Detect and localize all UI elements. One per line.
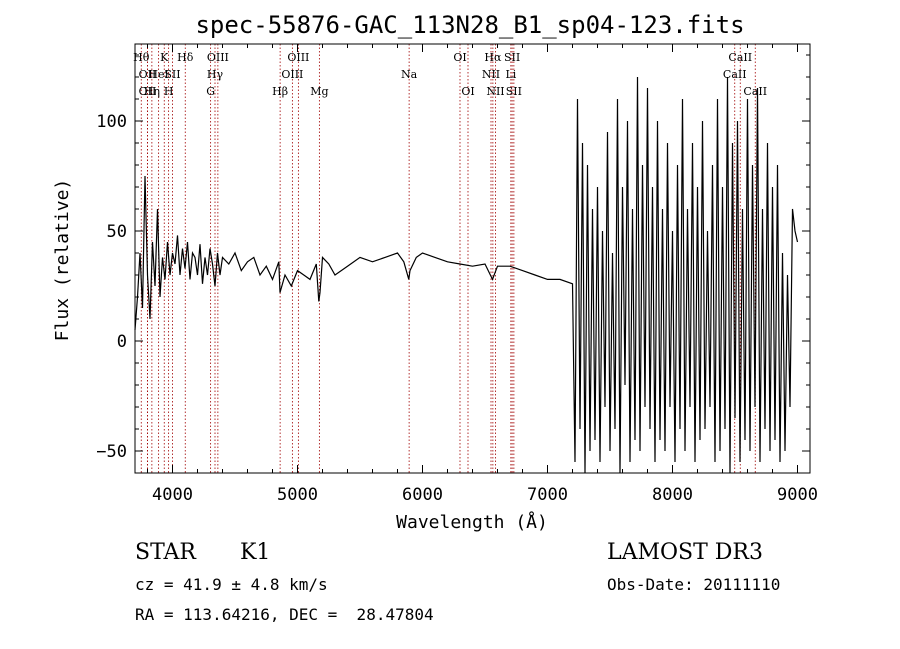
spectral-line-label: CaII <box>723 68 747 81</box>
spectral-line-label: G <box>206 85 215 98</box>
spectral-line-label: Na <box>401 68 418 81</box>
spectral-line-label: HeI <box>148 68 168 81</box>
spectral-line-label: Hδ <box>177 51 194 64</box>
y-tick-label: 50 <box>107 222 127 242</box>
spectral-line-label: K <box>160 51 169 64</box>
spectral-line-label: OII <box>139 68 157 81</box>
y-axis-label: Flux (relative) <box>52 179 73 342</box>
spectral-line-label: Hη <box>144 85 160 98</box>
x-axis-label: Wavelength (Å) <box>396 511 548 533</box>
x-tick-label: 6000 <box>402 485 443 505</box>
spectral-line-label: OIII <box>287 51 309 64</box>
spectral-line-label: SII <box>506 85 522 98</box>
x-tick-label: 5000 <box>277 485 318 505</box>
x-tick-label: 4000 <box>152 485 193 505</box>
sky-coordinates: RA = 113.64216, DEC = 28.47804 <box>135 605 434 624</box>
redshift-velocity: cz = 41.9 ± 4.8 km/s <box>135 575 328 594</box>
spectral-line-label: Hθ <box>133 51 150 64</box>
spectral-line-label: SII <box>164 68 180 81</box>
spectral-line-label: Hβ <box>272 85 288 98</box>
spectral-line-label: NII <box>482 68 500 81</box>
spectral-line-label: Hγ <box>207 68 224 81</box>
spectral-line-label: Li <box>505 68 516 81</box>
spectral-line-label: Mg <box>310 85 328 98</box>
spectral-line-label: OI <box>461 85 474 98</box>
object-class: STAR <box>135 540 196 565</box>
spectral-line-label: H <box>164 85 174 98</box>
object-subclass: K1 <box>240 540 271 565</box>
spectral-line-label: Hα <box>484 51 502 64</box>
spectral-line-label: OIII <box>207 51 229 64</box>
spectral-line-label: OII <box>139 85 157 98</box>
spectral-line-label: OIII <box>281 68 303 81</box>
y-axis-ticks: −50 0 50 100 <box>96 54 810 474</box>
y-tick-label: 0 <box>117 332 127 352</box>
spectral-line-label: OI <box>453 51 466 64</box>
x-tick-label: 7000 <box>527 485 568 505</box>
plot-frame <box>134 43 811 474</box>
spectral-line-label: CaII <box>743 85 767 98</box>
x-tick-label: 8000 <box>652 485 693 505</box>
chart-title: spec-55876-GAC_113N28_B1_sp04-123.fits <box>195 11 744 39</box>
y-tick-label: −50 <box>96 442 127 462</box>
spectral-line-labels: HθOIIOIIHηHeIKHSIIHδGHγOIIIHβOIIIOIIIMgN… <box>133 51 767 98</box>
spectral-line-label: CaII <box>728 51 752 64</box>
x-axis-ticks: 4000 5000 6000 7000 8000 9000 <box>147 44 818 505</box>
survey-name: LAMOST DR3 <box>607 540 763 565</box>
spectrum-series-line <box>134 76 799 474</box>
spectral-line-label: NII <box>486 85 504 98</box>
spectral-line-label: SII <box>504 51 520 64</box>
y-tick-label: 100 <box>96 112 127 132</box>
observation-date: Obs-Date: 20111110 <box>607 575 781 594</box>
x-tick-label: 9000 <box>777 485 818 505</box>
